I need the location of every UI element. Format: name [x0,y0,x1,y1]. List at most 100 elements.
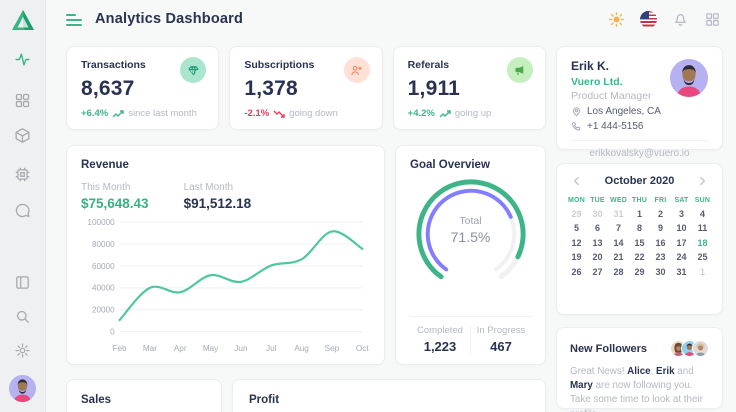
goal-gauge: Total 71.5% [412,175,530,287]
goal-title: Goal Overview [410,159,490,171]
svg-text:Jul: Jul [266,343,277,353]
sidebar-search[interactable] [14,308,31,325]
calendar-day[interactable]: 16 [655,237,666,248]
calendar-day[interactable]: 7 [615,223,621,233]
sidebar-item-panels[interactable] [14,274,31,291]
sidebar [0,0,46,412]
stat-label: Referals [407,59,450,71]
calendar-day[interactable]: 30 [655,266,666,277]
last-month-label: Last Month [183,182,234,193]
calendar-dayname: SAT [674,197,689,204]
calendar-card: October 2020 MON TUE WED THU FRI SAT SUN 29 30 31… [556,163,723,315]
stats-row: Transactions 8,637 +6.4% since last mont… [66,46,546,130]
profile-avatar[interactable] [670,59,708,97]
theme-sun-icon[interactable] [608,11,625,28]
calendar-day[interactable]: 1 [699,266,705,277]
calendar-day[interactable]: 13 [592,237,603,248]
sidebar-settings[interactable] [14,342,31,359]
svg-text:Jun: Jun [234,343,248,353]
phone-icon [571,122,581,131]
calendar-day[interactable]: 2 [657,208,663,219]
cpu-icon [15,167,30,182]
revenue-title: Revenue [81,159,129,171]
calendar-prev-icon[interactable] [570,174,584,188]
calendar-day[interactable]: 26 [571,266,582,277]
svg-text:Feb: Feb [112,343,126,353]
menu-toggle-icon[interactable] [66,13,82,26]
calendar-dayname: FRI [654,197,667,204]
svg-text:Oct: Oct [356,343,369,353]
stat-card-subscriptions: Subscriptions 1,378 -2.1% going down [229,46,383,130]
calendar-day[interactable]: 31 [613,208,624,219]
calendar-day[interactable]: 23 [655,252,666,262]
app-logo[interactable] [11,9,35,31]
calendar-day[interactable]: 11 [697,223,708,233]
calendar-day[interactable]: 1 [636,208,642,219]
calendar-month-label: October 2020 [604,175,675,187]
apps-grid-icon[interactable] [704,11,721,28]
in-progress-label: In Progress [476,325,526,336]
calendar-day[interactable]: 15 [634,237,645,248]
calendar-day[interactable]: 29 [571,208,582,219]
notifications-bell-icon[interactable] [672,11,689,28]
last-month-value: $91,512.18 [183,196,252,211]
calendar-day[interactable]: 20 [592,252,603,262]
calendar-day[interactable]: 17 [676,237,687,248]
stat-value: 8,637 [81,77,135,100]
calendar-day[interactable]: 9 [657,223,663,233]
calendar-dayname: WED [610,197,627,204]
sidebar-item-activity[interactable] [14,51,31,68]
trend-up-icon [112,109,124,117]
calendar-next-icon[interactable] [695,174,709,188]
calendar-day[interactable]: 10 [676,223,687,233]
this-month-label: This Month [81,182,131,193]
profile-company[interactable]: Vuero Ltd. [571,76,623,88]
svg-text:20000: 20000 [92,304,115,314]
calendar-day[interactable]: 18 [697,237,708,248]
profile-email[interactable]: erikkovalsky@vuero.io [589,148,690,159]
gem-icon [180,57,207,83]
calendar-day[interactable]: 28 [613,266,624,277]
calendar-day[interactable]: 29 [634,266,645,277]
settings-gear-icon [15,343,30,358]
svg-text:40000: 40000 [92,282,115,292]
stat-note: going down [289,108,338,119]
trend-down-icon [273,110,285,118]
sidebar-item-components[interactable] [14,127,31,144]
calendar-day[interactable]: 30 [592,208,603,219]
calendar-day[interactable]: 22 [634,252,645,262]
calendar-day[interactable]: 27 [592,266,603,277]
stat-note: since last month [128,108,197,119]
revenue-line-chart: 0 20000 40000 60000 80000 100000 Feb Mar Apr May J… [87,217,369,353]
completed-label: Completed [417,325,463,336]
revenue-card: Revenue This Month $75,648.43 Last Month… [66,145,385,365]
calendar-day[interactable]: 19 [571,252,582,262]
sidebar-item-elements[interactable] [14,166,31,183]
calendar-day[interactable]: 24 [676,252,687,262]
sales-title: Sales [81,394,112,406]
sidebar-item-messages[interactable] [14,202,31,219]
calendar-dayname: TUE [590,197,605,204]
calendar-day[interactable]: 31 [676,266,687,277]
calendar-day[interactable]: 25 [697,252,708,262]
calendar-day[interactable]: 14 [613,237,624,248]
calendar-dayname: SUN [694,197,711,204]
profile-location: Los Angeles, CA [587,106,661,117]
stat-delta: +4.2% [407,108,435,119]
calendar-day[interactable]: 3 [678,208,684,219]
calendar-day[interactable]: 4 [699,208,705,219]
follower-avatar-mary[interactable] [692,340,709,357]
calendar-day[interactable]: 6 [594,223,600,233]
calendar-grid: MON TUE WED THU FRI SAT SUN 29 30 31 1 2 3 4 5 6 7 8 9 10 11… [566,197,713,277]
user-avatar-image [9,375,36,402]
calendar-dayname: THU [632,197,647,204]
sidebar-user-avatar[interactable] [9,375,36,402]
sidebar-item-dashboards[interactable] [14,92,31,109]
follower-name: Alice [627,366,651,377]
language-flag-us-icon[interactable] [640,10,657,28]
calendar-day[interactable]: 21 [613,252,624,262]
calendar-day[interactable]: 8 [636,223,642,233]
user-plus-icon [343,57,370,83]
calendar-day[interactable]: 12 [571,237,582,248]
calendar-day[interactable]: 5 [573,223,579,233]
